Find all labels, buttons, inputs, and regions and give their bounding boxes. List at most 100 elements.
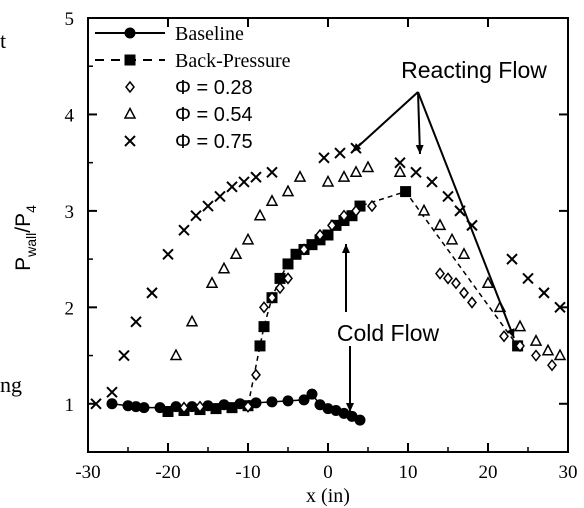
- data-point: [282, 258, 294, 270]
- data-point: [250, 171, 262, 183]
- data-point: [162, 248, 174, 260]
- data-point: [243, 400, 253, 413]
- data-point: [217, 261, 231, 274]
- x-tick-label: -30: [75, 462, 100, 483]
- side-text-top: t: [0, 28, 6, 53]
- y-tick-labels: 1 2 3 4 5: [65, 9, 75, 416]
- series-0: [106, 388, 366, 426]
- data-point: [442, 190, 454, 203]
- data-point: [210, 403, 222, 415]
- x-tick-labels: -30 -20 -10 0 10 20 30: [75, 462, 577, 483]
- legend-entry: Back-Pressure: [95, 50, 291, 72]
- data-point: [349, 165, 363, 178]
- data-point: [130, 316, 142, 328]
- y-axis-label-sep: /P: [12, 213, 35, 233]
- data-point: [339, 209, 349, 222]
- legend-marker: [124, 54, 136, 66]
- data-point: [238, 176, 250, 188]
- data-point: [258, 321, 270, 333]
- data-point: [275, 281, 285, 295]
- data-point: [367, 199, 377, 213]
- data-point: [185, 314, 199, 327]
- data-point: [522, 272, 534, 285]
- data-point: [547, 358, 557, 372]
- data-point: [162, 405, 174, 417]
- legend-marker: [124, 135, 136, 147]
- data-point: [254, 340, 266, 352]
- y-tick-label: 5: [65, 9, 75, 30]
- data-point: [354, 200, 366, 212]
- data-point: [241, 232, 255, 245]
- annotation-cold-flow: Cold Flow: [337, 320, 440, 346]
- legend-marker: [124, 27, 136, 39]
- data-point: [393, 165, 407, 178]
- x-tick-label: 0: [323, 462, 333, 483]
- legend-entry: Φ = 0.54: [123, 104, 253, 126]
- legend-label: Φ = 0.54: [175, 104, 253, 126]
- axis-ticks: [87, 17, 569, 452]
- data-point: [178, 224, 190, 236]
- y-tick-label: 3: [65, 202, 75, 223]
- data-point: [457, 247, 471, 260]
- data-point: [267, 291, 277, 304]
- data-point: [515, 339, 525, 353]
- series-4: [90, 142, 566, 410]
- y-axis-label: Pwall/P4: [12, 205, 39, 271]
- data-point: [229, 247, 243, 260]
- data-point: [315, 228, 325, 242]
- data-point: [417, 203, 431, 216]
- annotation-reacting-flow: Reacting Flow: [401, 57, 547, 83]
- data-point: [265, 194, 279, 206]
- data-point: [306, 239, 318, 251]
- data-point: [394, 156, 406, 169]
- legend-marker: [125, 80, 135, 94]
- y-axis-label-sub2: 4: [23, 205, 39, 213]
- data-point: [122, 400, 134, 412]
- x-tick-label: 30: [559, 462, 578, 483]
- data-point: [146, 287, 158, 299]
- x-axis-label: x (in): [306, 485, 350, 507]
- data-point: [253, 208, 267, 221]
- data-point: [538, 287, 550, 299]
- data-point: [334, 147, 346, 159]
- data-point: [283, 272, 293, 285]
- data-point: [251, 368, 261, 382]
- data-point: [337, 170, 351, 182]
- y-axis-label-main: P: [12, 257, 35, 271]
- data-point: [226, 402, 238, 414]
- side-text-bottom: ng: [0, 372, 22, 397]
- data-point: [467, 296, 477, 309]
- reacting-flow-arrow-2: [415, 91, 424, 155]
- data-point: [499, 330, 509, 343]
- legend-entry: Φ = 0.28: [125, 77, 253, 99]
- series-layer: [90, 142, 567, 426]
- legend-label: Back-Pressure: [175, 50, 291, 72]
- data-point: [361, 160, 375, 173]
- legend-entry: Baseline: [95, 23, 244, 45]
- legend-label: Φ = 0.75: [175, 131, 253, 153]
- data-point: [138, 402, 150, 414]
- data-point: [459, 286, 469, 300]
- data-point: [306, 388, 318, 400]
- data-point: [513, 319, 527, 332]
- legend-label: Baseline: [175, 23, 244, 45]
- data-point: [106, 386, 118, 398]
- data-point: [226, 181, 238, 193]
- data-point: [293, 170, 307, 182]
- legend: Baseline Back-Pressure Φ = 0.28 Φ = 0.54 Φ =…: [95, 23, 291, 153]
- series-3: [169, 160, 567, 361]
- x-tick-label: 10: [399, 462, 418, 483]
- data-point: [445, 232, 459, 245]
- data-point: [506, 253, 518, 265]
- y-tick-label: 1: [65, 395, 75, 416]
- legend-label: Φ = 0.28: [175, 77, 253, 99]
- data-point: [554, 301, 566, 314]
- y-axis-label-sub1: wall: [23, 233, 39, 258]
- data-point: [443, 272, 453, 285]
- annotation-arrows: [342, 91, 515, 412]
- data-point: [205, 276, 219, 288]
- data-point: [451, 277, 461, 290]
- data-point: [354, 414, 366, 426]
- data-point: [400, 186, 412, 198]
- data-point: [274, 272, 286, 284]
